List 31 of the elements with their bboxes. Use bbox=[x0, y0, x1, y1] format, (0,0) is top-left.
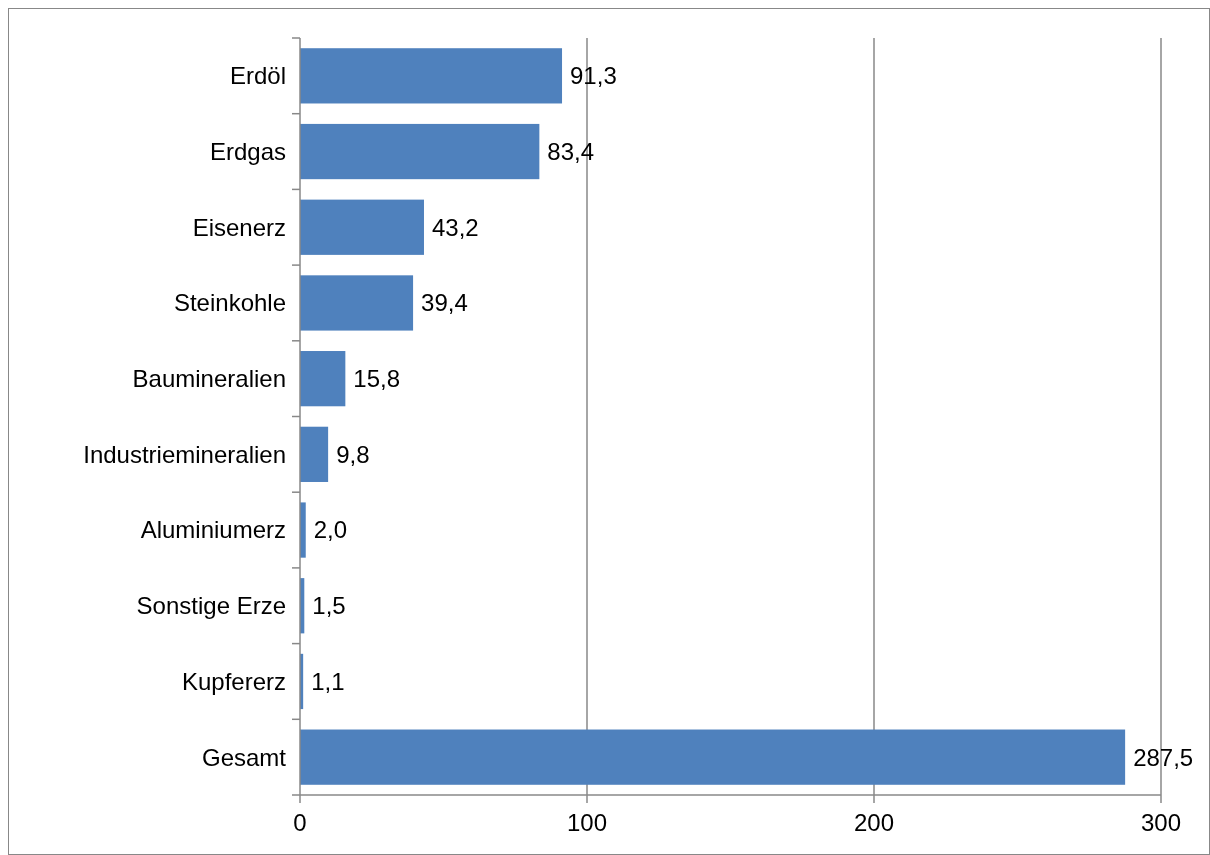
y-tick-label: Eisenerz bbox=[192, 213, 286, 241]
x-tick-label: 100 bbox=[566, 809, 608, 836]
x-tick-label: 200 bbox=[853, 809, 895, 836]
data-label: 9,8 bbox=[336, 440, 370, 468]
data-label: 1,1 bbox=[311, 667, 345, 695]
data-label: 83,4 bbox=[547, 137, 595, 165]
bar bbox=[300, 275, 414, 331]
data-label: 2,0 bbox=[313, 516, 348, 544]
x-tick-label: 0 bbox=[293, 809, 307, 836]
data-label: 15,8 bbox=[353, 365, 401, 393]
bar bbox=[300, 351, 346, 407]
data-label: 91,3 bbox=[570, 62, 617, 90]
y-tick-label: Gesamt bbox=[201, 743, 287, 771]
y-tick-label: Kupfererz bbox=[181, 667, 286, 695]
y-tick-label: Industriemineralien bbox=[83, 440, 286, 468]
y-tick-label: Baumineralien bbox=[132, 365, 286, 393]
data-label: 43,2 bbox=[431, 213, 479, 241]
bar bbox=[300, 48, 563, 104]
bar bbox=[300, 426, 329, 482]
y-tick-label: Erdgas bbox=[209, 137, 286, 165]
y-tick-label: Steinkohle bbox=[173, 289, 286, 317]
bar bbox=[300, 199, 424, 255]
data-label: 1,5 bbox=[312, 592, 346, 620]
data-label: 39,4 bbox=[421, 289, 468, 317]
y-tick-label: Aluminiumerz bbox=[140, 516, 286, 544]
data-label: 287,5 bbox=[1133, 743, 1194, 771]
y-tick-label: Sonstige Erze bbox=[136, 592, 286, 620]
bar bbox=[300, 729, 1126, 785]
x-tick-label: 300 bbox=[1140, 809, 1182, 836]
bar bbox=[300, 123, 540, 180]
y-tick-label: Erdöl bbox=[229, 62, 286, 90]
